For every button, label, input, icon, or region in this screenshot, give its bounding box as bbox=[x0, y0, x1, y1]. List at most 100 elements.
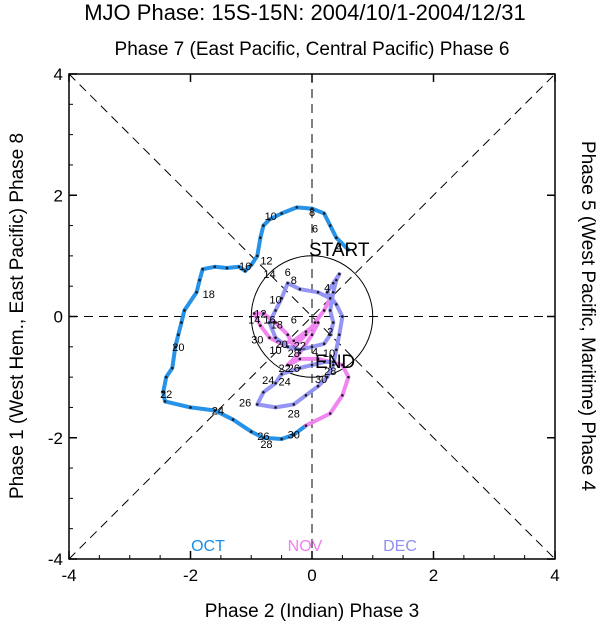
series-point bbox=[262, 390, 265, 394]
phase-line-diagonal-up bbox=[68, 73, 556, 560]
series-point bbox=[310, 333, 314, 336]
day-label: 28 bbox=[288, 409, 300, 421]
day-label: 12 bbox=[260, 256, 272, 268]
series-point bbox=[231, 418, 235, 421]
series-dec-line bbox=[255, 272, 345, 410]
unit-circle bbox=[250, 255, 374, 378]
legend-item-oct: OCT bbox=[191, 538, 225, 555]
series-point bbox=[325, 375, 329, 379]
day-label: 30 bbox=[315, 374, 327, 386]
series-point bbox=[338, 272, 341, 276]
series-point bbox=[292, 403, 296, 406]
series-point bbox=[262, 312, 265, 315]
y-tick-label: 2 bbox=[54, 186, 63, 205]
day-label: 26 bbox=[288, 363, 300, 375]
series-point bbox=[225, 266, 229, 270]
series-point bbox=[316, 384, 320, 388]
series-point bbox=[274, 406, 277, 409]
day-label: 8 bbox=[309, 207, 315, 219]
day-label: 2 bbox=[327, 327, 333, 339]
day-label: 10 bbox=[323, 348, 335, 360]
series-point bbox=[249, 263, 253, 267]
day-label: 20 bbox=[276, 339, 288, 351]
series-point bbox=[280, 297, 283, 300]
day-label: 10 bbox=[265, 211, 277, 223]
series-point bbox=[322, 212, 326, 215]
series-point bbox=[292, 339, 296, 343]
series-point bbox=[341, 394, 344, 397]
series-point bbox=[298, 351, 302, 355]
series-point bbox=[161, 390, 165, 394]
series-point bbox=[189, 406, 192, 409]
series-point bbox=[341, 363, 344, 367]
y-tick-label: 4 bbox=[54, 65, 63, 84]
series-point bbox=[298, 348, 302, 352]
series-point bbox=[183, 309, 186, 312]
phase-line-diagonal-down bbox=[68, 73, 556, 560]
day-label: 18 bbox=[271, 319, 283, 331]
day-label: 14 bbox=[263, 269, 275, 281]
day-label: 12 bbox=[254, 308, 266, 320]
series-point bbox=[298, 366, 302, 370]
y-tick-label: -2 bbox=[48, 429, 63, 448]
series-point bbox=[331, 360, 335, 364]
series-point bbox=[310, 345, 314, 349]
series-point bbox=[249, 430, 253, 433]
day-label: 4 bbox=[336, 242, 342, 254]
series-point bbox=[164, 375, 168, 379]
series-point bbox=[310, 363, 314, 367]
day-label: 8 bbox=[291, 275, 297, 287]
x-tick-label: -4 bbox=[61, 566, 76, 585]
series-point bbox=[335, 303, 338, 306]
legend: OCT NOV DEC bbox=[191, 538, 417, 555]
series-point bbox=[286, 281, 290, 285]
series-point bbox=[328, 224, 332, 227]
left-axis-label: Phase 1 (West Hem., East Pacific) Phase … bbox=[7, 133, 28, 499]
series-point bbox=[286, 333, 290, 336]
series-layer bbox=[161, 205, 351, 441]
series-point bbox=[256, 403, 259, 406]
series-point bbox=[213, 409, 217, 412]
series-point bbox=[316, 321, 320, 324]
series-point bbox=[198, 278, 201, 282]
day-label: 20 bbox=[172, 342, 184, 354]
day-label: 16 bbox=[239, 261, 251, 273]
day-label: 24 bbox=[262, 375, 274, 387]
series-point bbox=[341, 315, 344, 318]
series-point bbox=[237, 265, 241, 269]
series-point bbox=[268, 321, 271, 324]
series-point bbox=[325, 290, 329, 294]
series-point bbox=[295, 206, 299, 209]
series-point bbox=[328, 412, 332, 415]
series-point bbox=[274, 309, 277, 312]
series-point bbox=[259, 324, 262, 327]
series-point bbox=[331, 281, 335, 285]
series-point bbox=[331, 321, 335, 324]
series-point bbox=[292, 433, 296, 437]
series-point bbox=[256, 254, 259, 258]
day-label: 14 bbox=[248, 315, 260, 327]
series-point bbox=[322, 309, 326, 312]
series-point bbox=[243, 269, 247, 273]
series-point bbox=[195, 290, 198, 294]
series-point bbox=[347, 375, 350, 379]
series-point bbox=[304, 333, 308, 336]
start-annotation: START bbox=[309, 240, 370, 261]
phase-divider-lines bbox=[68, 73, 556, 560]
day-label: 10 bbox=[269, 345, 281, 357]
series-point bbox=[280, 212, 283, 215]
end-annotation: END bbox=[315, 352, 355, 373]
day-label: 22 bbox=[160, 389, 172, 401]
day-label: 6 bbox=[285, 267, 291, 279]
day-label: 30 bbox=[288, 430, 300, 442]
day-label: 4 bbox=[312, 347, 318, 359]
series-point bbox=[298, 287, 302, 291]
day-label: 26 bbox=[239, 398, 251, 410]
chart-title: MJO Phase: 15S-15N: 2004/10/1-2004/12/31 bbox=[84, 0, 526, 25]
day-label: 24 bbox=[279, 376, 291, 388]
x-tick-label: -2 bbox=[183, 566, 198, 585]
series-point bbox=[252, 312, 256, 315]
series-point bbox=[259, 236, 262, 239]
